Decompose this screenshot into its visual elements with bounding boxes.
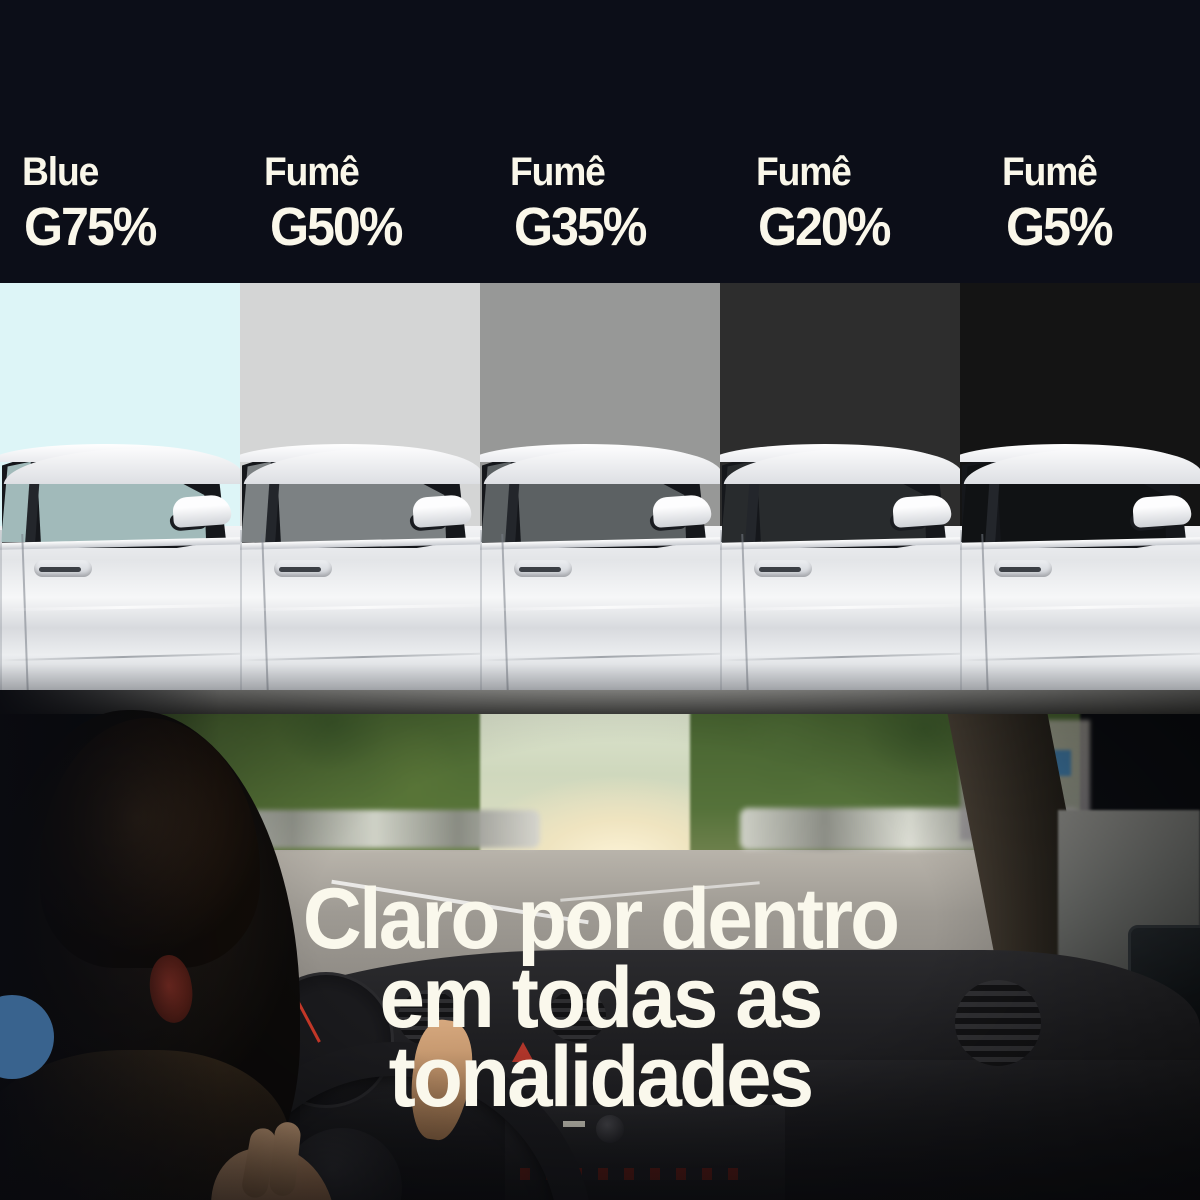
tint-panel-fume-g5[interactable] [960,283,1200,690]
car-door-illustration [720,430,960,690]
headline-line-3: tonalidades [388,1029,814,1126]
bottom-shadow [720,664,960,690]
tint-grade-label: G75% [24,197,157,257]
tint-panel-fume-g50[interactable] [240,283,480,690]
door-handle-slot [759,567,801,572]
headline-line-1: Claro por dentro [302,871,900,967]
bottom-shadow [960,664,1200,690]
tint-label-fume-g50: Fumê G50% [240,152,480,283]
tint-panel-blue-g75[interactable] [0,283,240,690]
headline-line-2: em todas as [379,950,824,1047]
tint-label-fume-g20: Fumê G20% [720,152,960,283]
bottom-shadow [480,664,720,690]
tint-panel-fume-g20[interactable] [720,283,960,690]
bottom-shadow [0,664,240,690]
side-mirror [412,494,472,528]
door-handle-slot [279,567,321,572]
tint-label-row: Blue G75% Fumê G50% Fumê G35% Fumê G20% … [0,152,1200,283]
tint-grade-label: G20% [758,197,891,257]
driver-interior-photo [0,690,1200,1200]
tint-grade-label: G5% [1006,197,1114,257]
door-handle-slot [39,567,81,572]
bottom-shadow [240,664,480,690]
tint-grade-label: G50% [270,197,403,257]
tint-panel-fume-g35[interactable] [480,283,720,690]
car-door-illustration [0,430,240,690]
side-mirror [172,494,232,528]
tint-sample-strip [0,283,1200,690]
tint-label-blue-g75: Blue G75% [0,152,240,283]
side-mirror [1132,494,1192,528]
door-handle-slot [519,567,561,572]
side-mirror [652,494,712,528]
door-handle-slot [999,567,1041,572]
car-door-illustration [960,430,1200,690]
photo-fade-bottom [0,1050,1200,1200]
tint-family-label: Blue [22,150,99,194]
tint-family-label: Fumê [756,150,852,194]
tint-family-label: Fumê [510,150,606,194]
car-door-illustration [240,430,480,690]
side-mirror [892,494,952,528]
tint-label-fume-g5: Fumê G5% [960,152,1200,283]
tint-family-label: Fumê [264,150,360,194]
tint-label-fume-g35: Fumê G35% [480,152,720,283]
tint-family-label: Fumê [1002,150,1098,194]
car-door-illustration [480,430,720,690]
headline-block: Claro por dentro em todas as tonalidades [0,871,1200,1126]
tint-grade-label: G35% [514,197,647,257]
